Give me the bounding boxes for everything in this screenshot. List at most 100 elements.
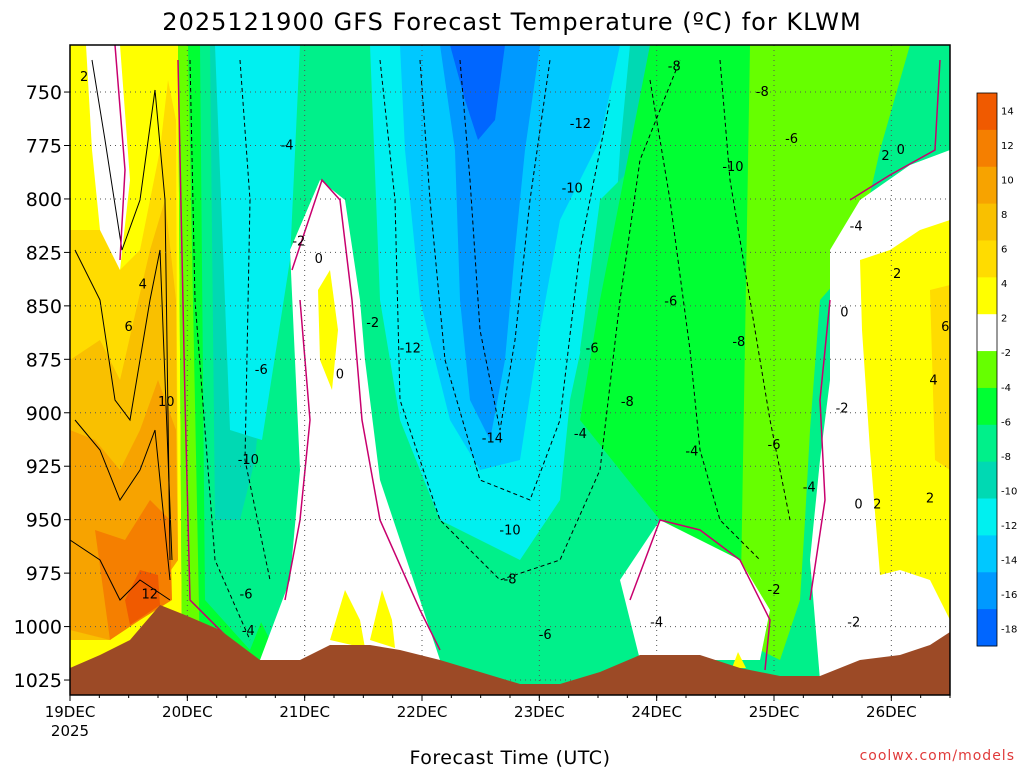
contour-label: 4: [139, 277, 147, 292]
colorbar-label: 6: [1001, 245, 1007, 256]
contour-label: -4: [850, 220, 863, 235]
cold-region-minus14: [440, 45, 540, 440]
contour-label: -4: [281, 138, 294, 153]
contour-label: -4: [685, 444, 698, 459]
contour-label: -6: [785, 132, 798, 147]
colorbar-label: 2: [1001, 314, 1007, 325]
contour-label: -8: [732, 335, 745, 350]
contour-line-cold-2: [239, 59, 271, 581]
y-tick-label: 900: [26, 403, 62, 425]
contour-label: -6: [768, 438, 781, 453]
dashed-contours: [189, 59, 791, 641]
contour-label: -10: [722, 160, 743, 175]
colorbar-swatch: [977, 277, 997, 315]
colorbar-swatch: [977, 609, 997, 647]
colorbar-swatch: [977, 314, 997, 352]
colorbar-label: -12: [1001, 521, 1017, 532]
x-tick-label: 19DEC: [45, 703, 96, 721]
contour-line-cold-7: [719, 59, 791, 521]
contour-label: -6: [586, 342, 599, 357]
contour-label: -2: [366, 316, 379, 331]
contour-label: -2: [768, 583, 781, 598]
colorbar-label: -10: [1001, 486, 1017, 497]
contour-label: -8: [621, 395, 634, 410]
x-tick-label: 25DEC: [749, 703, 800, 721]
colorbar-swatch: [977, 461, 997, 500]
colorbar: 14 12 10 8 6 4 2 -2 -4 -6 -8 -10 -12 -14 -16 -18: [976, 92, 1017, 647]
y-axis: 750 775 800 825 850 875 900 925 950 975 1000 1025: [14, 82, 70, 692]
chart-title: 2025121900 GFS Forecast Temperature (ºC)…: [162, 8, 861, 36]
x-tick-label: 20DEC: [162, 703, 213, 721]
freezing-contour-3: [291, 178, 441, 651]
plot-area: 2 4 6 10 12 -4 -2 0 0 -2 -6 -10 -6 -4 -12 -14 -10 -8 -6 -12…: [69, 44, 951, 696]
contour-label: -8: [668, 59, 681, 74]
contour-line-cold-1: [189, 59, 251, 641]
contour-label: 0: [897, 143, 905, 158]
yellow-blob-24dec: [732, 652, 746, 668]
contour-label: 0: [840, 305, 848, 320]
contour-label: -6: [255, 363, 268, 378]
colorbar-label: -8: [1001, 452, 1011, 463]
colorbar-label: 10: [1001, 175, 1014, 186]
contour-line-warm-3: [74, 419, 171, 581]
colorbar-frame: [976, 92, 998, 647]
contour-label: 2: [873, 498, 881, 513]
colorbar-swatch: [977, 572, 997, 610]
contour-line-warm-2: [74, 249, 173, 561]
contour-label: 6: [125, 320, 133, 335]
y-tick-label: 1000: [14, 617, 62, 639]
orange-strip-right: [930, 285, 950, 470]
colorbar-swatch: [977, 424, 997, 463]
yellow-blob-surface-2: [370, 590, 395, 648]
contour-label: -10: [238, 453, 259, 468]
colorbar-label: -2: [1001, 348, 1011, 359]
y-tick-label: 800: [26, 189, 62, 211]
contour-label: -6: [240, 588, 253, 603]
yellow-blob-21dec: [318, 270, 338, 390]
x-tick-sublabel: 2025: [51, 722, 89, 740]
contour-label: -4: [242, 624, 255, 639]
contour-labels: 2 4 6 10 12 -4 -2 0 0 -2 -6 -10 -6 -4 -12 -14 -10 -8 -6 -12…: [80, 59, 950, 643]
credit-text: coolwx.com/models: [860, 748, 1015, 764]
contour-line-cold-6: [649, 79, 761, 561]
colorbar-label: -4: [1001, 383, 1011, 394]
contour-label: -12: [570, 117, 591, 132]
contour-label: 0: [854, 498, 862, 513]
contour-label: -2: [847, 615, 860, 630]
contour-label: 0: [315, 252, 323, 267]
contour-label: -4: [803, 481, 816, 496]
terrain-surface: [70, 605, 950, 695]
contour-label: -2: [292, 235, 305, 250]
yellow-region-right: [860, 220, 950, 620]
colorbar-label: 4: [1001, 279, 1007, 290]
contour-label: 6: [941, 320, 949, 335]
y-tick-label: 925: [26, 456, 62, 478]
contour-line-cold-4: [419, 59, 611, 501]
colorbar-label: -14: [1001, 556, 1017, 567]
colorbar-swatch: [977, 166, 997, 205]
contour-label: 12: [142, 588, 159, 603]
band-minus2: [178, 45, 250, 660]
contour-line-cold-3: [379, 59, 681, 581]
freezing-contour-7: [809, 299, 831, 601]
contour-line-warm-4: [69, 539, 171, 601]
y-tick-label: 950: [26, 510, 62, 532]
warm-region-hot: [125, 570, 160, 625]
cold-region-minus16: [450, 45, 505, 140]
contour-label: -2: [836, 401, 849, 416]
colorbar-swatch: [977, 240, 997, 278]
x-tick-label: 21DEC: [279, 703, 330, 721]
colorbar-swatch: [977, 203, 997, 241]
x-tick-label: 26DEC: [866, 703, 917, 721]
colorbar-swatch: [977, 387, 997, 426]
contour-label: 10: [158, 395, 175, 410]
x-axis-title: Forecast Time (UTC): [410, 747, 611, 768]
y-tick-label: 775: [26, 135, 62, 157]
colorbar-label: -6: [1001, 417, 1011, 428]
contour-label: -8: [504, 573, 517, 588]
colorbar-swatch: [977, 129, 997, 168]
colorbar-label: -16: [1001, 590, 1017, 601]
colorbar-swatch: [977, 93, 997, 131]
contour-label: -8: [756, 85, 769, 100]
